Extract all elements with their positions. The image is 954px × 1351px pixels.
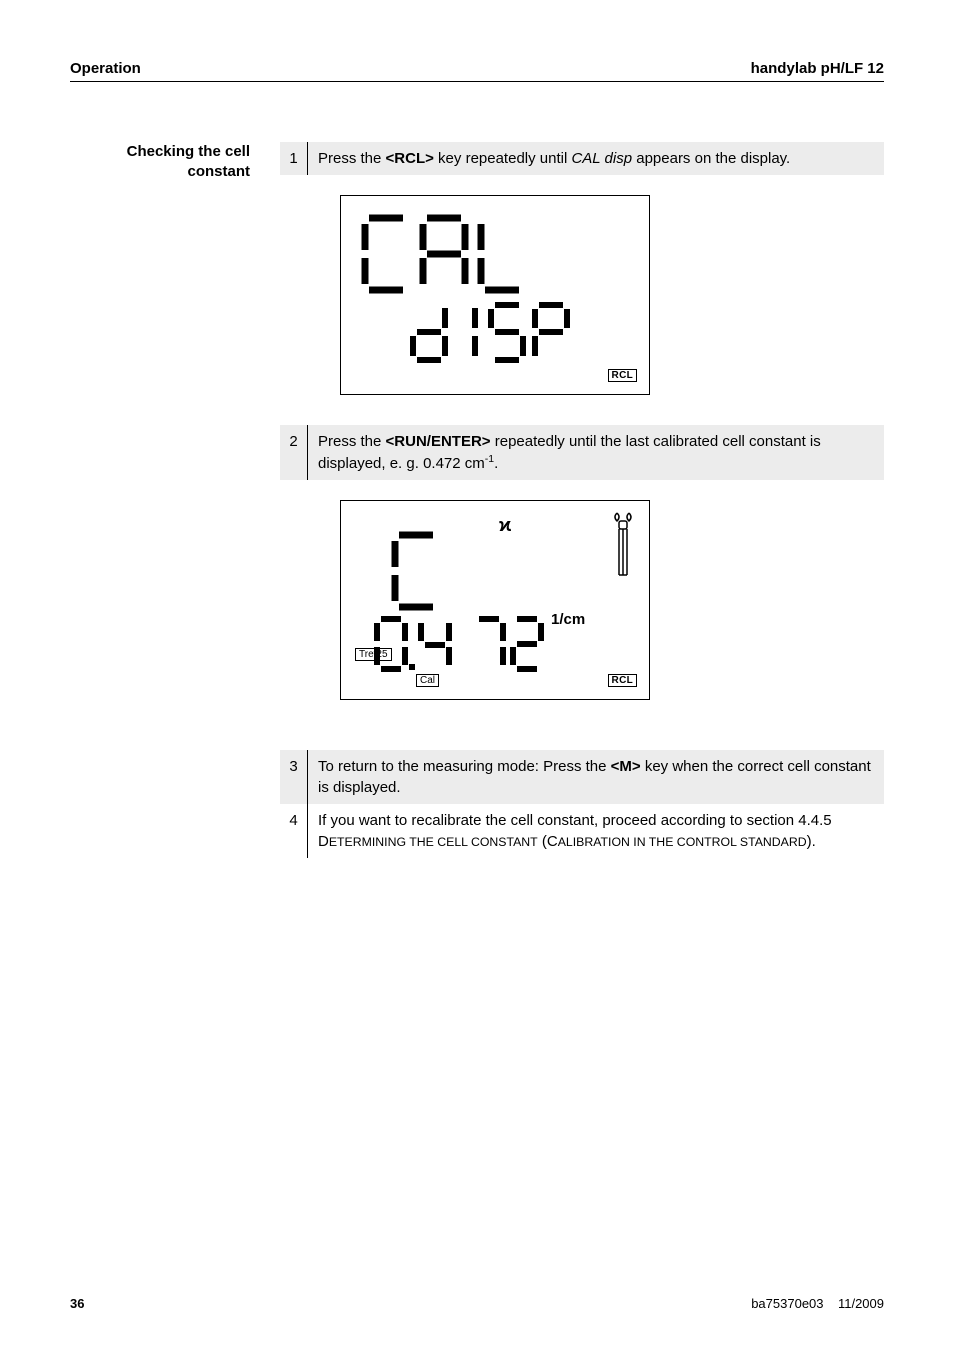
page-footer: 36 ba75370e03 11/2009: [70, 1296, 884, 1311]
side-label-line2: constant: [187, 163, 250, 180]
step-4: 4 If you want to recalibrate the cell co…: [280, 804, 884, 858]
footer-page: 36: [70, 1296, 84, 1311]
step-1: 1 Press the <RCL> key repeatedly until C…: [280, 142, 884, 175]
step-3-text: To return to the measuring mode: Press t…: [308, 750, 884, 804]
lcd1-rcl-badge: RCL: [608, 369, 637, 382]
footer-doc: ba75370e03: [751, 1296, 823, 1311]
side-label-line1: Checking the cell: [127, 143, 250, 160]
lcd2-unit: 1/cm: [551, 611, 585, 628]
step-2: 2 Press the <RUN/ENTER> repeatedly until…: [280, 425, 884, 480]
step-3: 3 To return to the measuring mode: Press…: [280, 750, 884, 804]
content-grid: Checking the cell constant 1 Press the <…: [70, 142, 884, 878]
step-2-text: Press the <RUN/ENTER> repeatedly until t…: [308, 425, 884, 480]
lcd2-tref-badge: Tref25: [355, 648, 392, 661]
probe-icon: [611, 511, 635, 583]
header-left: Operation: [70, 60, 141, 77]
lcd1-svg: [361, 214, 601, 374]
lcd-display-2: ϰ: [340, 500, 650, 700]
step-4-num: 4: [280, 804, 308, 858]
step-2-num: 2: [280, 425, 308, 480]
footer-right: ba75370e03 11/2009: [751, 1296, 884, 1311]
step-1-text: Press the <RCL> key repeatedly until CAL…: [308, 142, 884, 175]
lcd2-cal-badge: Cal: [416, 674, 439, 687]
page-header: Operation handylab pH/LF 12: [70, 60, 884, 82]
side-label: Checking the cell constant: [70, 142, 250, 878]
main-column: 1 Press the <RCL> key repeatedly until C…: [280, 142, 884, 878]
lcd2-rcl-badge: RCL: [608, 674, 637, 687]
footer-date: 11/2009: [838, 1296, 884, 1311]
step-4-text: If you want to recalibrate the cell cons…: [308, 804, 884, 858]
step-1-num: 1: [280, 142, 308, 175]
header-right: handylab pH/LF 12: [751, 60, 884, 77]
lcd-display-1: RCL: [340, 195, 650, 395]
step-3-num: 3: [280, 750, 308, 804]
